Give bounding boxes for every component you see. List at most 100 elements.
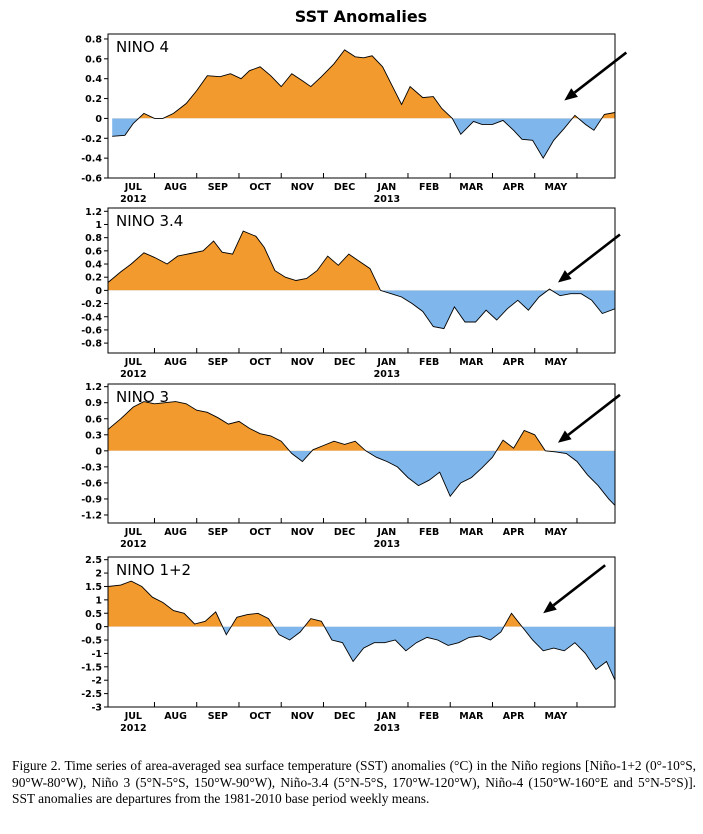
anomaly-line — [108, 580, 615, 681]
positive-anomaly-area — [112, 49, 615, 119]
x-tick-label: NOV — [291, 357, 315, 368]
x-tick-label: SEP — [208, 527, 228, 538]
panel-nino-3: 1.2 0.9 0.6 0.3 0 -0.3 -0.6 -0.9 -1.2 JUL AUG SEP OC… — [81, 382, 621, 550]
y-tick-label: -0.4 — [81, 154, 102, 165]
annotation-arrow-head — [564, 88, 578, 101]
y-tick-label: 0.2 — [85, 273, 102, 284]
year-label: 2012 — [120, 723, 146, 734]
x-tick-label: JAN — [376, 711, 396, 722]
panel-title: NINO 3 — [116, 388, 169, 406]
y-tick-label: 1 — [95, 595, 102, 606]
y-tick-label: -2 — [91, 676, 102, 687]
year-label: 2012 — [120, 539, 146, 550]
x-tick-label: DEC — [334, 527, 355, 538]
x-tick-label: MAY — [544, 527, 567, 538]
y-tick-label: 1.5 — [85, 582, 102, 593]
x-tick-label: OCT — [249, 527, 271, 538]
x-tick-label: JUL — [124, 182, 142, 193]
y-tick-label: -0.3 — [81, 462, 102, 473]
x-tick-label: FEB — [419, 182, 439, 193]
y-tick-label: -0.4 — [81, 312, 102, 323]
y-tick-label: 0.6 — [85, 246, 102, 257]
x-tick-label: SEP — [208, 711, 228, 722]
x-tick-label: FEB — [419, 711, 439, 722]
panel-title: NINO 4 — [116, 38, 169, 56]
x-tick-label: MAR — [459, 711, 484, 722]
y-tick-label: 0 — [95, 114, 102, 125]
x-tick-label: MAR — [459, 527, 484, 538]
x-tick-label: MAY — [544, 711, 567, 722]
anomaly-line — [108, 401, 615, 506]
x-tick-label: OCT — [249, 711, 271, 722]
year-label: 2012 — [120, 194, 146, 205]
y-tick-label: -0.8 — [81, 339, 102, 350]
x-tick-label: SEP — [208, 357, 228, 368]
y-tick-label: 0.2 — [85, 94, 102, 105]
positive-anomaly-area — [108, 581, 615, 627]
y-tick-label: -0.6 — [81, 478, 102, 489]
x-tick-label: JUL — [124, 711, 142, 722]
x-tick-label: AUG — [164, 711, 187, 722]
x-tick-label: NOV — [291, 182, 315, 193]
y-tick-label: 0.8 — [85, 34, 102, 45]
plot-frame — [107, 556, 616, 708]
figure-caption: Figure 2. Time series of area-averaged s… — [12, 758, 696, 807]
y-tick-label: -0.5 — [81, 636, 102, 647]
year-label: 2013 — [374, 723, 400, 734]
y-tick-label: 0 — [95, 286, 102, 297]
x-tick-label: NOV — [291, 527, 315, 538]
y-tick-label: 0.4 — [85, 260, 102, 271]
panel-nino-1-2: 2.5 2 1.5 1 0.5 0 -0.5 -1 -1.5 -2 -2.5 -3 JUL AUG SEP O… — [81, 555, 616, 734]
y-tick-label: 1 — [95, 220, 102, 231]
positive-anomaly-area — [108, 401, 615, 451]
y-tick-label: -1 — [91, 649, 102, 660]
annotation-arrow-shaft — [552, 564, 606, 607]
panels: 0.8 0.6 0.4 0.2 0 -0.2 -0.4 -0.6 JUL AUG SEP OCT NOV… — [81, 33, 628, 734]
x-tick-label: JUL — [124, 357, 142, 368]
plot-frame — [107, 207, 616, 354]
x-tick-label: JAN — [376, 527, 396, 538]
x-tick-label: OCT — [249, 182, 271, 193]
x-tick-label: SEP — [208, 182, 228, 193]
x-tick-label: APR — [503, 711, 525, 722]
y-tick-label: 0.5 — [85, 609, 102, 620]
y-tick-label: -1.5 — [81, 662, 102, 673]
x-tick-label: FEB — [419, 527, 439, 538]
negative-anomaly-area — [108, 290, 615, 329]
y-tick-label: -0.2 — [81, 299, 102, 310]
x-tick-label: AUG — [164, 527, 187, 538]
negative-anomaly-area — [222, 626, 615, 681]
y-tick-label: -2.5 — [81, 689, 102, 700]
y-tick-label: 0.9 — [85, 398, 102, 409]
y-tick-label: 1.2 — [85, 382, 102, 393]
annotation-arrow-head — [543, 600, 557, 614]
x-tick-label: APR — [503, 527, 525, 538]
x-tick-label: JAN — [376, 182, 396, 193]
x-tick-label: JUL — [124, 527, 142, 538]
annotation-arrow-shaft — [567, 393, 621, 436]
y-tick-label: 1.2 — [85, 207, 102, 218]
y-tick-label: -1.2 — [81, 510, 102, 521]
annotation-arrow-shaft — [573, 51, 628, 94]
annotation-arrow-shaft — [567, 233, 621, 276]
y-tick-label: 0.4 — [85, 74, 102, 85]
figure-title: SST Anomalies — [295, 7, 427, 26]
x-tick-label: MAY — [544, 357, 567, 368]
y-tick-label: 2 — [95, 569, 102, 580]
x-tick-label: JAN — [376, 357, 396, 368]
anomaly-line — [112, 49, 615, 159]
year-label: 2013 — [374, 539, 400, 550]
year-label: 2013 — [374, 194, 400, 205]
y-tick-label: 2.5 — [85, 555, 102, 566]
y-tick-label: -0.9 — [81, 494, 102, 505]
positive-anomaly-area — [108, 231, 552, 291]
x-tick-label: APR — [503, 357, 525, 368]
plot-frame — [107, 383, 616, 524]
year-label: 2013 — [374, 369, 400, 380]
panel-title: NINO 3.4 — [116, 212, 183, 230]
panel-nino-4: 0.8 0.6 0.4 0.2 0 -0.2 -0.4 -0.6 JUL AUG SEP OCT NOV… — [81, 33, 628, 205]
x-tick-label: AUG — [164, 357, 187, 368]
x-tick-label: DEC — [334, 182, 355, 193]
x-tick-label: AUG — [164, 182, 187, 193]
